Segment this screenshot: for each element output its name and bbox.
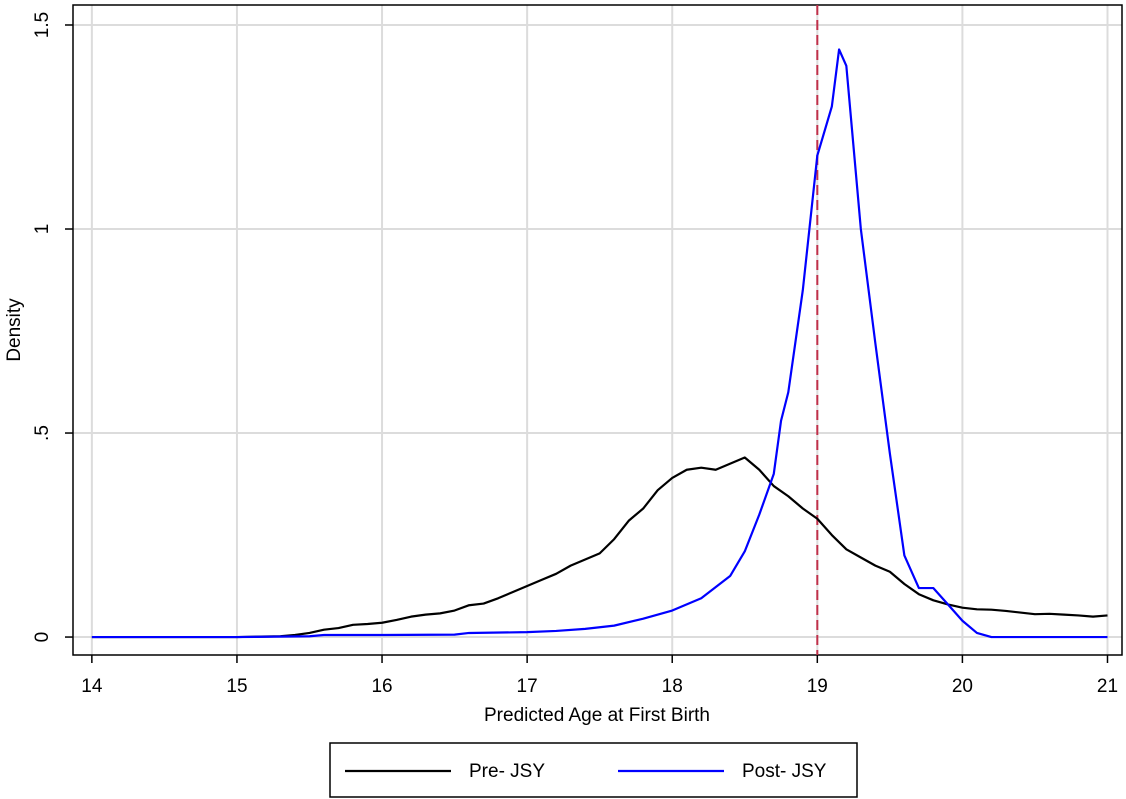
y-tick-label: 1.5 [32, 12, 53, 38]
x-tick-label: 17 [517, 676, 538, 697]
x-tick-label: 14 [81, 676, 103, 697]
y-axis-title: Density [4, 298, 25, 362]
x-tick-label: 18 [662, 676, 683, 697]
legend-label: Pre- JSY [469, 761, 545, 782]
y-tick-label: .5 [32, 425, 53, 441]
legend-label: Post- JSY [742, 761, 827, 782]
data-line [91, 456, 1108, 639]
x-tick-label: 15 [226, 676, 247, 697]
data-line [91, 48, 1108, 639]
x-tick-label: 19 [807, 676, 828, 697]
x-tick-label: 16 [371, 676, 392, 697]
x-tick-label: 20 [952, 676, 973, 697]
plot-frame [72, 4, 1123, 656]
y-tick-label: 0 [32, 632, 53, 643]
x-tick-label: 21 [1097, 676, 1118, 697]
x-axis-title: Predicted Age at First Birth [484, 705, 710, 726]
y-tick-label: 1 [32, 224, 53, 235]
